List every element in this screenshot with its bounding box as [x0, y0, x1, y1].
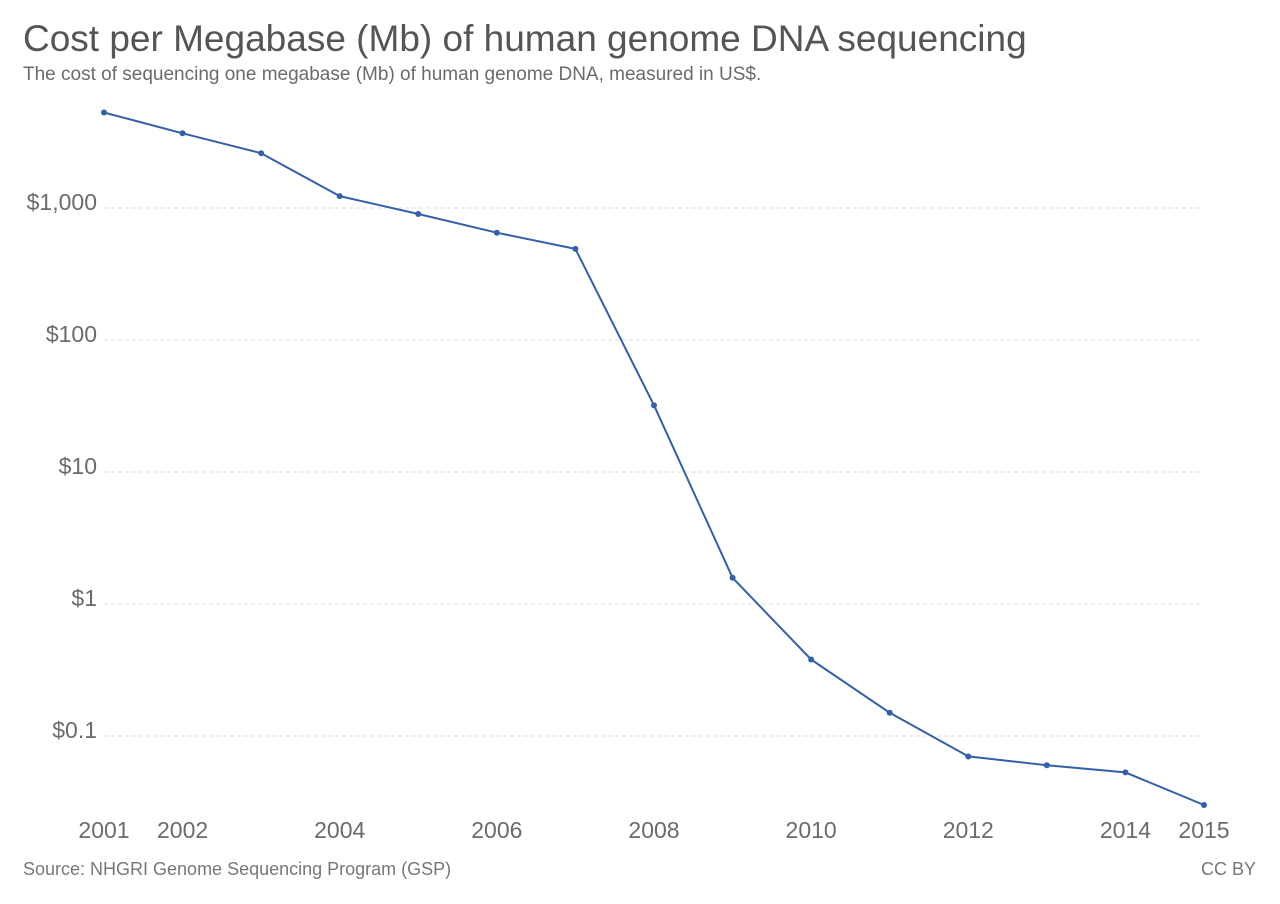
y-tick-label: $10 [59, 453, 97, 479]
license-link[interactable]: CC BY [1200, 859, 1256, 879]
x-tick-label: 2002 [157, 817, 208, 843]
y-tick-label: $1,000 [27, 189, 97, 215]
x-tick-label: 2015 [1178, 817, 1229, 843]
chart-subtitle: The cost of sequencing one megabase (Mb)… [23, 64, 762, 85]
data-point [651, 402, 657, 409]
data-point [258, 150, 265, 157]
x-tick-label: 2012 [943, 817, 994, 843]
data-point [336, 193, 343, 200]
x-tick-label: 2014 [1100, 817, 1151, 843]
data-point [965, 753, 972, 760]
y-tick-label: $100 [46, 321, 97, 347]
x-tick-label: 2004 [314, 817, 365, 843]
y-tick-label: $0.1 [52, 717, 97, 743]
data-point [729, 574, 736, 581]
chart-title: Cost per Megabase (Mb) of human genome D… [23, 18, 1027, 59]
y-axis-ticks: $0.1 $1 $10 $100 $1,000 [27, 189, 97, 743]
x-axis-ticks: 2001 2002 2004 2006 2008 2010 2012 2014 2015 [78, 817, 1229, 843]
x-tick-label: 2006 [471, 817, 522, 843]
series-cost-per-megabase [101, 109, 1207, 809]
data-point [493, 229, 500, 236]
data-point [415, 211, 422, 218]
x-tick-label: 2001 [78, 817, 129, 843]
series-line [103, 111, 1205, 806]
data-point [808, 656, 815, 663]
data-point [179, 130, 186, 137]
data-point [101, 109, 107, 116]
data-point [1043, 762, 1050, 769]
data-point [1201, 802, 1207, 809]
data-point [572, 245, 579, 252]
source-note: Source: NHGRI Genome Sequencing Program … [23, 859, 452, 879]
data-point [1122, 769, 1129, 776]
data-point [886, 709, 893, 716]
x-tick-label: 2010 [786, 817, 837, 843]
grid-lines [104, 207, 1200, 737]
x-tick-label: 2008 [628, 817, 679, 843]
y-tick-label: $1 [71, 585, 97, 611]
